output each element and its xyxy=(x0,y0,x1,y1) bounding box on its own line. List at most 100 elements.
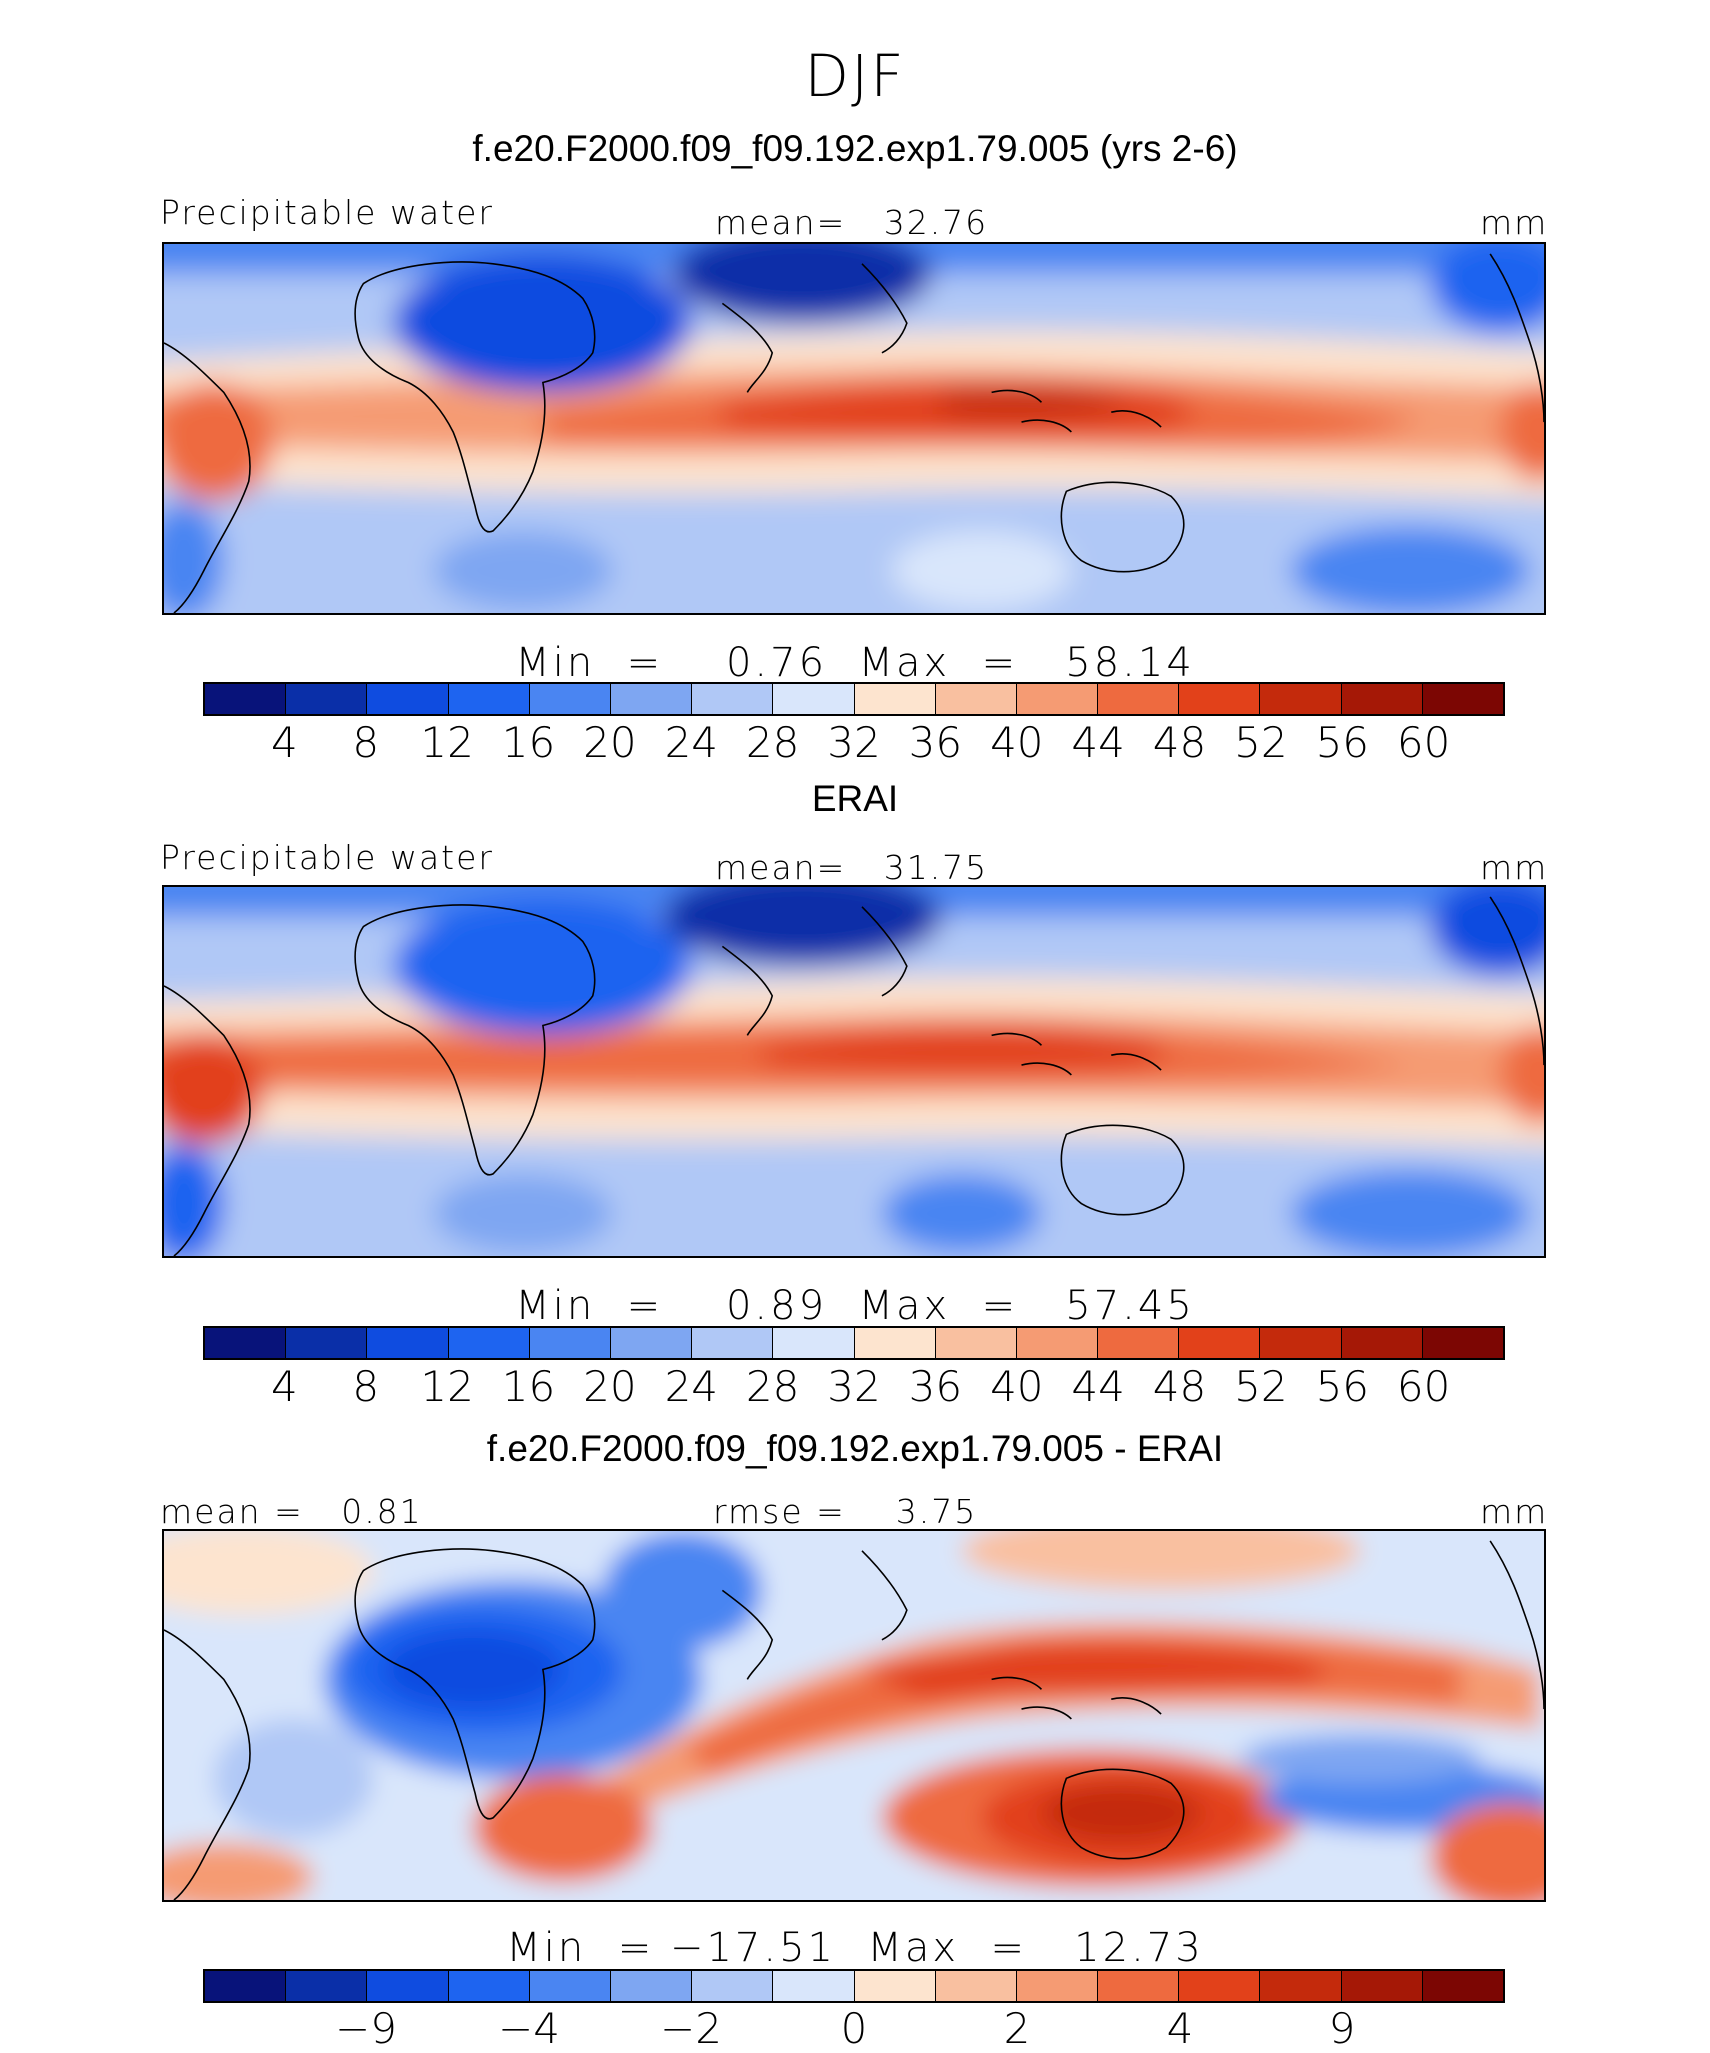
colorbar-swatch xyxy=(692,684,774,714)
colorbar-tick-label: 28 xyxy=(745,718,800,767)
colorbar-tick-label: 32 xyxy=(827,718,881,767)
colorbar-swatch xyxy=(610,1328,693,1358)
panel3-minmax: Min = −17.51 Max = 12.73 xyxy=(506,1925,1204,1971)
colorbar-tick-label: 56 xyxy=(1315,1362,1370,1411)
panel1-map xyxy=(162,242,1546,615)
panel2-map xyxy=(162,885,1546,1258)
panel1-variable-label: Precipitable water xyxy=(160,193,494,232)
colorbar-swatch xyxy=(529,1971,611,2001)
panel2-colorbar xyxy=(203,1326,1505,1360)
colorbar-swatch xyxy=(1016,684,1099,714)
panel3-map xyxy=(162,1529,1546,1902)
colorbar-swatch xyxy=(1422,684,1503,714)
colorbar-swatch xyxy=(1179,1971,1261,2001)
panel3-units-label: mm xyxy=(1480,1492,1549,1531)
colorbar-swatch xyxy=(448,684,530,714)
africa-outline xyxy=(354,904,596,1176)
colorbar-swatch xyxy=(1341,1328,1423,1358)
colorbar-swatch xyxy=(367,1971,449,2001)
colorbar-swatch xyxy=(1098,1328,1180,1358)
panel2-map-field xyxy=(164,887,1544,1256)
colorbar-tick-label: 28 xyxy=(745,1362,800,1411)
colorbar-swatch xyxy=(205,1971,287,2001)
colorbar-swatch xyxy=(448,1328,530,1358)
colorbar-swatch xyxy=(692,1971,774,2001)
colorbar-swatch xyxy=(448,1971,530,2001)
panel2-variable-label: Precipitable water xyxy=(160,838,494,877)
africa-outline xyxy=(354,261,596,533)
colorbar-swatch xyxy=(529,1328,611,1358)
colorbar-tick-label: 56 xyxy=(1315,718,1370,767)
colorbar-swatch xyxy=(1341,684,1423,714)
colorbar-swatch xyxy=(205,1328,287,1358)
colorbar-swatch xyxy=(367,684,449,714)
colorbar-swatch xyxy=(854,1328,936,1358)
colorbar-swatch xyxy=(1179,1328,1261,1358)
colorbar-tick-label: 44 xyxy=(1071,1362,1125,1411)
colorbar-tick-label: −2 xyxy=(660,2004,722,2053)
colorbar-tick-label: 16 xyxy=(501,1362,556,1411)
panel2-mean-label: mean= 31.75 xyxy=(715,848,989,887)
colorbar-swatch xyxy=(1016,1328,1099,1358)
colorbar-tick-label: 32 xyxy=(827,1362,881,1411)
australia-outline xyxy=(1060,1768,1185,1860)
colorbar-tick-label: 24 xyxy=(664,718,719,767)
panel3-title: f.e20.F2000.f09_f09.192.exp1.79.005 - ER… xyxy=(486,1428,1224,1469)
colorbar-swatch xyxy=(1260,1328,1342,1358)
panel3-map-field xyxy=(164,1531,1544,1900)
colorbar-tick-label: 8 xyxy=(352,718,380,767)
colorbar-tick-label: 12 xyxy=(420,1362,474,1411)
colorbar-tick-label: 60 xyxy=(1396,718,1451,767)
colorbar-swatch xyxy=(610,684,693,714)
panel3-rmse-label: rmse = 3.75 xyxy=(713,1492,978,1531)
colorbar-tick-label: 44 xyxy=(1071,718,1125,767)
colorbar-tick-label: 52 xyxy=(1234,718,1288,767)
colorbar-swatch xyxy=(773,684,855,714)
colorbar-swatch xyxy=(1098,1971,1180,2001)
panel3-colorbar xyxy=(203,1969,1505,2003)
colorbar-tick-label: 4 xyxy=(1166,2004,1194,2053)
colorbar-tick-label: 4 xyxy=(271,718,298,767)
colorbar-swatch xyxy=(1341,1971,1423,2001)
colorbar-swatch xyxy=(935,1328,1017,1358)
panel2-minmax: Min = 0.89 Max = 57.45 xyxy=(515,1283,1195,1329)
panel2-title: ERAI xyxy=(811,778,899,819)
panel1-units-label: mm xyxy=(1480,203,1549,242)
colorbar-tick-label: 8 xyxy=(352,1362,380,1411)
colorbar-swatch xyxy=(205,684,287,714)
panel3-mean-label: mean = 0.81 xyxy=(160,1492,423,1531)
colorbar-swatch xyxy=(1260,1971,1342,2001)
colorbar-tick-label: 48 xyxy=(1152,1362,1207,1411)
panel1-title: f.e20.F2000.f09_f09.192.exp1.79.005 (yrs… xyxy=(472,128,1238,169)
colorbar-tick-label: 60 xyxy=(1396,1362,1451,1411)
colorbar-tick-label: −4 xyxy=(498,2004,560,2053)
colorbar-tick-label: 9 xyxy=(1328,2004,1356,2053)
colorbar-swatch xyxy=(286,1971,368,2001)
panel1-colorbar xyxy=(203,682,1505,716)
colorbar-swatch xyxy=(1422,1971,1503,2001)
colorbar-swatch xyxy=(529,684,611,714)
panel2-units-label: mm xyxy=(1480,848,1549,887)
colorbar-swatch xyxy=(773,1328,855,1358)
colorbar-tick-label: 36 xyxy=(908,718,963,767)
colorbar-tick-label: 24 xyxy=(664,1362,719,1411)
panel1-map-field xyxy=(164,244,1544,613)
colorbar-swatch xyxy=(935,1971,1017,2001)
colorbar-tick-label: 36 xyxy=(908,1362,963,1411)
colorbar-swatch xyxy=(854,684,936,714)
colorbar-tick-label: 4 xyxy=(271,1362,298,1411)
colorbar-tick-label: 40 xyxy=(990,718,1044,767)
figure-season-title: DJF xyxy=(804,42,906,110)
colorbar-tick-label: 48 xyxy=(1152,718,1207,767)
colorbar-swatch xyxy=(1179,684,1261,714)
australia-outline xyxy=(1060,481,1185,573)
colorbar-swatch xyxy=(1098,684,1180,714)
colorbar-swatch xyxy=(286,684,368,714)
australia-outline xyxy=(1060,1124,1185,1216)
colorbar-swatch xyxy=(692,1328,774,1358)
colorbar-swatch xyxy=(367,1328,449,1358)
colorbar-swatch xyxy=(610,1971,693,2001)
africa-outline xyxy=(354,1548,596,1820)
colorbar-swatch xyxy=(1422,1328,1503,1358)
colorbar-tick-label: 20 xyxy=(583,1362,637,1411)
